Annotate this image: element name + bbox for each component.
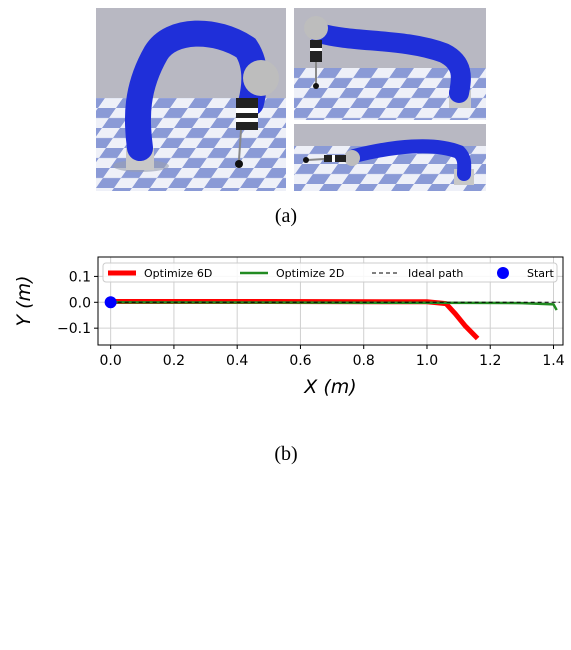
x-tick-label: 0.4	[226, 353, 248, 369]
ticks: 0.0 0.2 0.4 0.6 0.8 1.0 1.2 1.4 0.1 0.0 −0.1	[57, 269, 565, 369]
render-bottom	[294, 124, 486, 191]
legend-start-label: Start	[527, 267, 555, 280]
legend-optimize-2d-label: Optimize 2D	[276, 267, 344, 280]
y-tick-label: 0.0	[69, 295, 91, 311]
legend: Optimize 6D Optimize 2D Ideal path Start	[102, 262, 558, 283]
legend-optimize-6d-label: Optimize 6D	[144, 267, 212, 280]
series	[104, 296, 560, 341]
x-tick-label: 0.6	[289, 353, 311, 369]
render-main	[96, 8, 286, 191]
optimize-2d-line	[110, 301, 558, 311]
x-tick-label: 1.2	[479, 353, 501, 369]
caption-a: (a)	[274, 205, 298, 227]
plot-frame	[97, 256, 564, 346]
legend-box	[102, 262, 558, 283]
legend-start-swatch	[497, 267, 509, 279]
y-tick-label: 0.1	[69, 269, 91, 285]
y-axis-label: Y (m)	[13, 276, 35, 327]
x-tick-label: 0.8	[353, 353, 375, 369]
x-tick-label: 0.2	[163, 353, 185, 369]
x-tick-label: 0.0	[100, 353, 122, 369]
legend-ideal-path-label: Ideal path	[408, 267, 463, 280]
start-point	[104, 296, 117, 309]
x-tick-label: 1.4	[542, 353, 564, 369]
trajectory-chart: 0.0 0.2 0.4 0.6 0.8 1.0 1.2 1.4 0.1 0.0 −0.1 X (m)…	[13, 256, 565, 398]
caption-b: (b)	[274, 443, 298, 465]
y-tick-label: −0.1	[57, 321, 91, 337]
optimize-6d-line	[110, 299, 480, 341]
x-axis-label: X (m)	[303, 376, 356, 398]
render-top	[294, 8, 486, 120]
x-tick-label: 1.0	[416, 353, 438, 369]
